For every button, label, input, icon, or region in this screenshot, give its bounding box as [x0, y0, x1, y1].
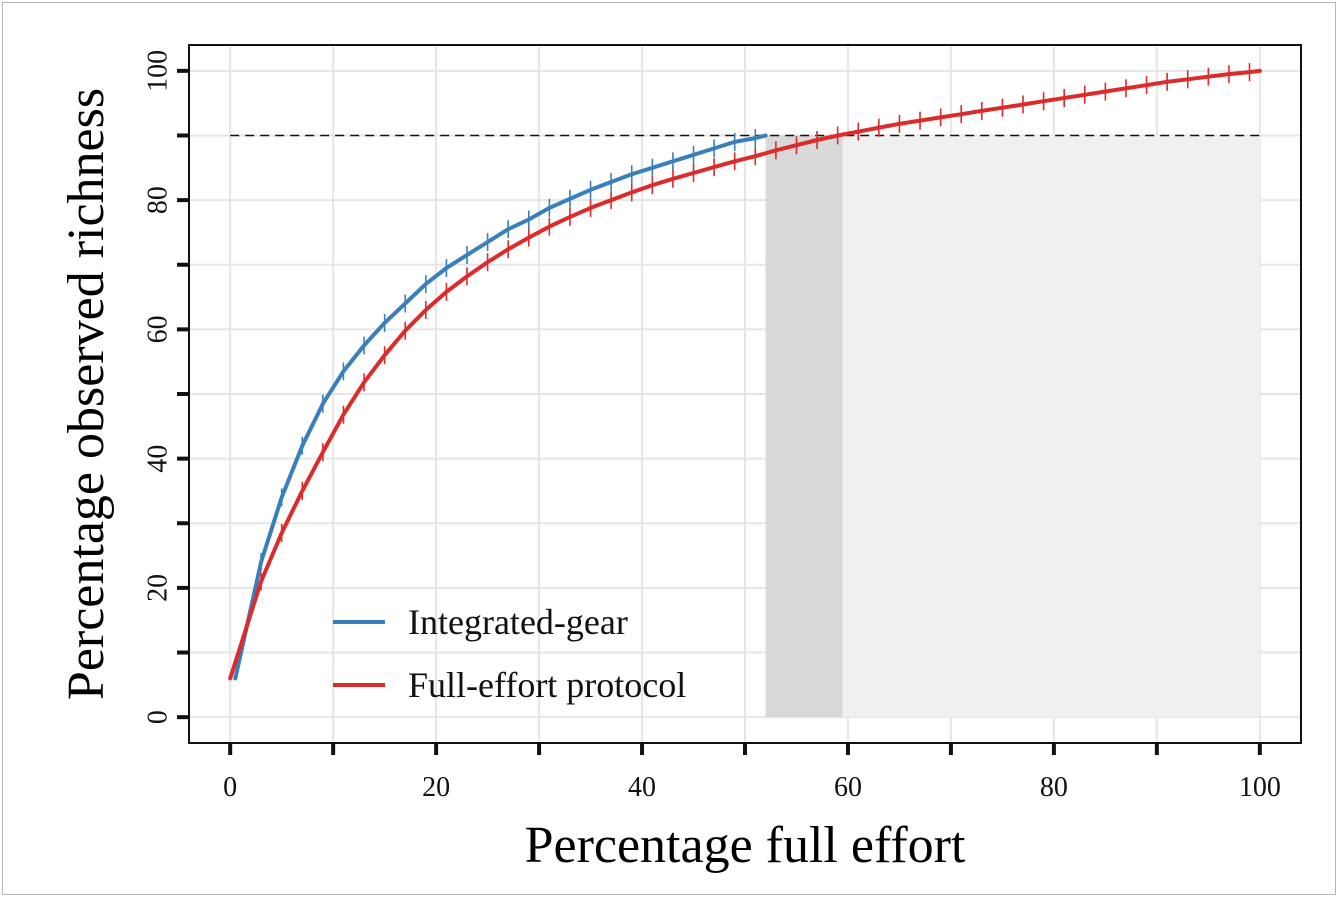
x-tick-label-80: 80 [1040, 772, 1068, 803]
shaded-region-0 [765, 135, 843, 718]
shaded-regions [765, 135, 1260, 718]
y-tick-label-0: 0 [143, 710, 174, 724]
y-axis-title: Percentage observed richness [58, 88, 115, 700]
x-tick-label-40: 40 [628, 772, 656, 803]
x-tick-label-60: 60 [834, 772, 862, 803]
legend: Integrated-gear Full-effort protocol [333, 602, 686, 705]
legend-label-integrated-gear: Integrated-gear [408, 602, 628, 642]
x-tick-label-100: 100 [1239, 772, 1281, 803]
y-tick-label-80: 80 [143, 186, 174, 214]
x-tick-label-20: 20 [422, 772, 450, 803]
x-tick-label-0: 0 [223, 772, 237, 803]
x-axis-title: Percentage full effort [525, 817, 966, 874]
y-tick-label-40: 40 [143, 445, 174, 473]
axis-ticks: 0 20 40 60 80 100 0 20 40 60 80 100 [143, 50, 1281, 803]
y-tick-label-100: 100 [143, 50, 174, 92]
y-tick-label-20: 20 [143, 574, 174, 602]
y-tick-label-60: 60 [143, 315, 174, 343]
shaded-region-1 [842, 135, 1260, 718]
legend-label-full-effort: Full-effort protocol [408, 665, 686, 705]
series-lines [228, 63, 1262, 681]
